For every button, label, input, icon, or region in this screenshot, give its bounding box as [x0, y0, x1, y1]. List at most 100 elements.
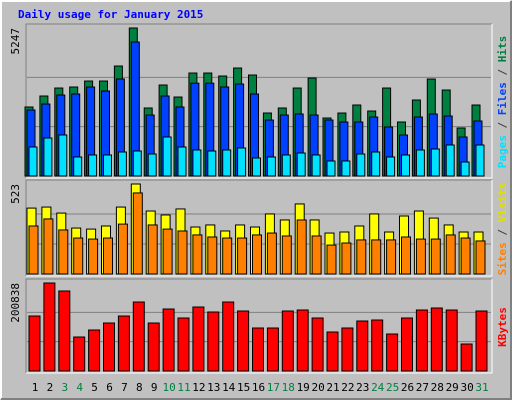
bar — [415, 149, 425, 177]
y-tick-label: 5247 — [9, 28, 22, 55]
bar — [401, 236, 411, 275]
bar — [237, 310, 250, 372]
bar — [430, 307, 443, 372]
x-tick-label: 27 — [416, 381, 429, 394]
bar — [58, 290, 71, 372]
bar — [296, 309, 309, 372]
x-tick-label: 6 — [106, 381, 113, 394]
bar — [192, 306, 205, 372]
chart-title: Daily usage for January 2015 — [18, 8, 203, 21]
bar — [281, 154, 291, 177]
bar — [356, 320, 369, 372]
x-tick-label: 20 — [311, 381, 324, 394]
legend-entry: Files — [496, 82, 509, 115]
legend: Pages / Files / Hits — [496, 36, 509, 169]
bar — [177, 317, 190, 372]
bar — [386, 156, 396, 177]
x-tick-label: 12 — [192, 381, 205, 394]
x-tick-label: 15 — [237, 381, 250, 394]
legend: Sites / Visits — [496, 183, 509, 276]
bar — [103, 154, 112, 177]
x-tick-label: 2 — [47, 381, 54, 394]
bar — [430, 148, 440, 177]
legend-entry: Visits — [496, 183, 509, 223]
bar — [371, 239, 382, 275]
x-tick-label: 19 — [297, 381, 310, 394]
x-tick-label: 8 — [136, 381, 143, 394]
bar — [28, 146, 38, 177]
bar — [192, 234, 203, 275]
bar — [28, 225, 39, 275]
bar — [326, 160, 336, 177]
panel-bevel — [26, 279, 493, 374]
x-tick-label: 14 — [222, 381, 236, 394]
bar — [371, 319, 384, 372]
bar — [88, 238, 99, 275]
x-tick-label: 21 — [326, 381, 339, 394]
bar — [445, 234, 456, 275]
bar — [237, 237, 248, 275]
bar — [252, 157, 261, 177]
x-tick-label: 9 — [151, 381, 158, 394]
bar — [252, 327, 264, 372]
bar — [28, 315, 41, 372]
x-tick-label: 4 — [76, 381, 83, 394]
x-tick-label: 31 — [475, 381, 488, 394]
legend-separator: / — [496, 222, 509, 242]
bar — [162, 308, 175, 372]
x-tick-label: 1 — [32, 381, 39, 394]
bar — [311, 154, 321, 177]
bar — [341, 327, 354, 372]
x-tick-label: 18 — [282, 381, 295, 394]
x-tick-label: 10 — [162, 381, 175, 394]
bar — [117, 223, 128, 275]
x-tick-label: 22 — [341, 381, 354, 394]
x-tick-label: 7 — [121, 381, 128, 394]
bar — [132, 192, 143, 275]
x-tick-label: 3 — [61, 381, 68, 394]
bar — [475, 240, 486, 275]
bar — [43, 218, 54, 275]
bar — [43, 282, 56, 372]
bar — [460, 161, 470, 177]
x-tick-label: 24 — [371, 381, 385, 394]
bar — [177, 146, 187, 177]
x-tick-label: 30 — [460, 381, 473, 394]
bar — [73, 237, 84, 275]
bar — [341, 242, 352, 275]
legend-separator: / — [496, 115, 509, 135]
bar — [117, 151, 127, 177]
bar — [162, 136, 172, 177]
bar — [237, 147, 247, 177]
bar — [147, 153, 157, 177]
legend-entry: Hits — [496, 36, 509, 63]
bar — [266, 232, 277, 275]
x-tick-label: 11 — [177, 381, 190, 394]
bar — [117, 315, 130, 372]
panel-bevel — [26, 180, 493, 277]
bar — [460, 237, 471, 275]
bar — [371, 151, 381, 177]
bar — [356, 239, 367, 275]
bar — [341, 160, 351, 177]
bar — [73, 156, 83, 177]
x-tick-label: 5 — [91, 381, 98, 394]
bar — [401, 317, 413, 372]
legend-separator: / — [496, 62, 509, 82]
bar — [132, 150, 142, 177]
panel-bevel — [26, 24, 493, 179]
bar — [103, 237, 113, 275]
bar — [73, 336, 86, 372]
x-tick-label: 29 — [446, 381, 459, 394]
bar — [326, 331, 339, 372]
bar — [415, 238, 426, 275]
bar — [281, 235, 292, 275]
panel-bevel — [25, 278, 492, 373]
bar — [207, 311, 220, 372]
bar — [103, 322, 115, 372]
x-tick-label: 17 — [267, 381, 280, 394]
bar — [222, 237, 233, 275]
bar — [222, 301, 235, 372]
